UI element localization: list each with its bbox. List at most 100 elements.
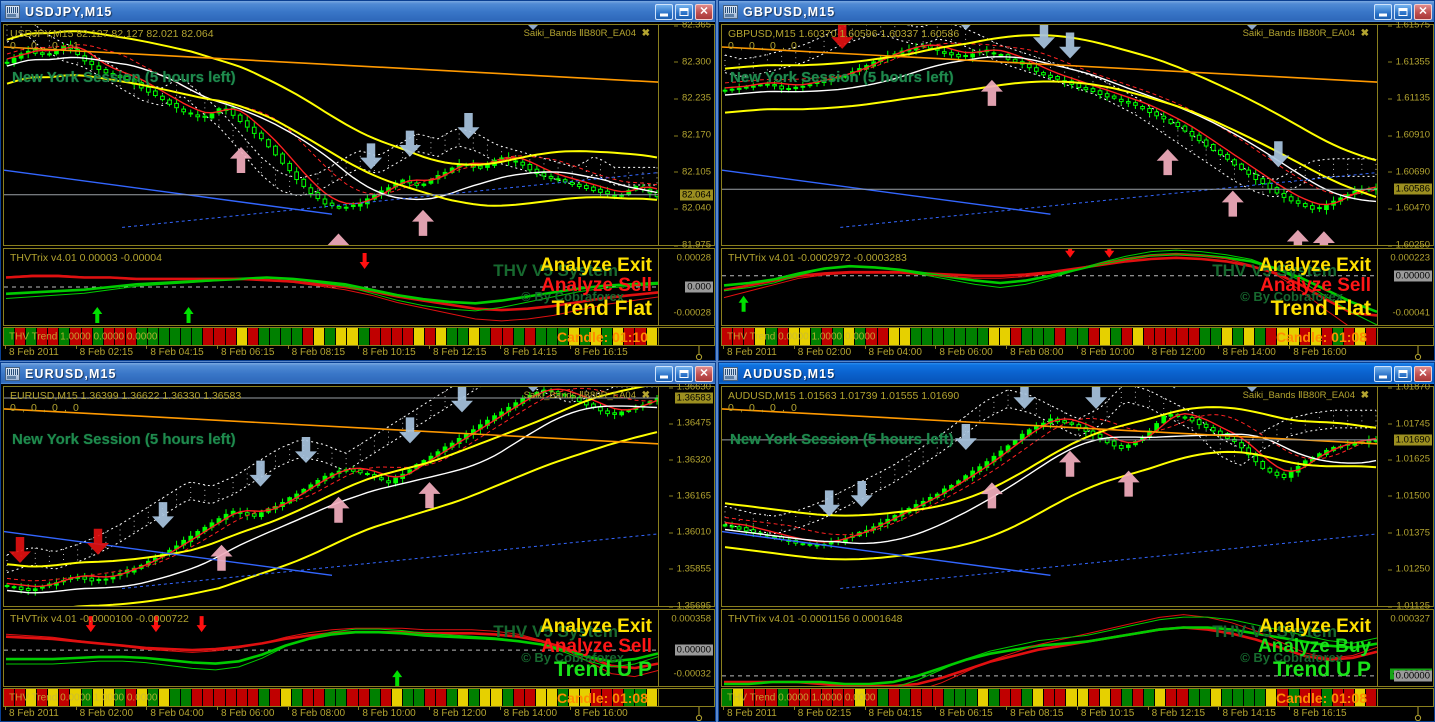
- ribbon-cell: [1021, 689, 1034, 706]
- minimize-button[interactable]: [655, 3, 673, 20]
- titlebar-audusd[interactable]: AUDUSD,M15 ✕: [718, 362, 1435, 384]
- ribbon-cell: [1010, 689, 1022, 706]
- maximize-button[interactable]: [675, 365, 693, 382]
- indicator-pane-usdjpy[interactable]: THVTrix v4.01 0.00003 -0.00004 THV V5 Sys…: [3, 248, 715, 326]
- price-scale-eurusd[interactable]: 1.36630 1.36475 1.36320 1.36165 1.36010 1.358…: [658, 384, 714, 612]
- price-pane-audusd[interactable]: AUDUSD,M15 1.01563 1.01739 1.01555 1.016…: [721, 384, 1434, 612]
- time-tick: [1147, 706, 1149, 710]
- ribbon-cell: [1299, 689, 1311, 706]
- ribbon-cell: [347, 328, 359, 345]
- titlebar-eurusd[interactable]: EURUSD,M15 ✕: [0, 362, 716, 384]
- ribbon-cell: [1199, 689, 1211, 706]
- ribbon-cell: [225, 689, 237, 706]
- indicator-tick-high: 0.000327: [1390, 613, 1430, 625]
- ribbon-cell: [535, 689, 547, 706]
- ribbon-cell: [821, 328, 834, 345]
- ribbon-cell: [1299, 328, 1311, 345]
- price-scale-gbpusd[interactable]: 1.61575 1.61355 1.61135 1.60910 1.60690 1.604…: [1377, 22, 1433, 251]
- thv-trend-ribbon-gbpusd[interactable]: THV Trend 0.0000 1.0000 0.0000 Candle: 01…: [721, 327, 1434, 346]
- ea-dropdown-icon-audusd[interactable]: [1247, 387, 1257, 392]
- ribbon-right-spacer: [1377, 328, 1433, 345]
- ea-dropdown-icon-usdjpy[interactable]: [528, 25, 538, 30]
- tick-dash: [668, 495, 673, 497]
- maximize-button[interactable]: [1394, 365, 1412, 382]
- titlebar-gbpusd[interactable]: GBPUSD,M15 ✕: [718, 0, 1435, 22]
- ohlc-sub-eurusd: 0 , 0 , 0 , 0: [10, 402, 81, 414]
- minimize-button[interactable]: [655, 365, 673, 382]
- ribbon-cell: [1010, 328, 1022, 345]
- ribbon-right-spacer: [657, 689, 714, 706]
- ribbon-cell: [1133, 689, 1145, 706]
- ribbon-cell: [447, 328, 459, 345]
- ribbon-cell: [1077, 328, 1089, 345]
- chart-scroll-handle-usdjpy[interactable]: [695, 346, 703, 360]
- ribbon-cell: [181, 328, 193, 345]
- titlebar-usdjpy[interactable]: USDJPY,M15 ✕: [0, 0, 716, 22]
- price-pane-usdjpy[interactable]: USDJPY,M15 82.127 82.127 82.021 82.064 0 …: [3, 22, 715, 251]
- indicator-pane-gbpusd[interactable]: THVTrix v4.01 -0.0002972 -0.0003283 THV V…: [721, 248, 1434, 326]
- price-pane-gbpusd[interactable]: GBPUSD,M15 1.60370 1.60596 1.60337 1.605…: [721, 22, 1434, 251]
- tick-dash: [668, 459, 673, 461]
- maximize-button[interactable]: [1394, 3, 1412, 20]
- ribbon-cell: [624, 328, 636, 345]
- indicator-scale-gbpusd[interactable]: 0.000223 -0.00041 0.00000: [1377, 249, 1433, 325]
- thv-trend-ribbon-usdjpy[interactable]: THV Trend 1.0000 0.0000 0.0000 Candle: 01…: [3, 327, 715, 346]
- ea-dropdown-icon-gbpusd[interactable]: [1247, 25, 1257, 30]
- price-tick: 1.36165: [668, 490, 711, 501]
- chart-body-audusd[interactable]: AUDUSD,M15 1.01563 1.01739 1.01555 1.016…: [718, 384, 1435, 722]
- indicator-plot-eurusd: [4, 610, 660, 686]
- time-axis-audusd[interactable]: 8 Feb 2011 8 Feb 02:15 8 Feb 04:15 8 Feb 06…: [721, 706, 1434, 721]
- signal-analyze-direction-eurusd: Analyze Sell: [541, 636, 652, 657]
- ribbon-cell: [844, 328, 856, 345]
- ea-close-icon-usdjpy[interactable]: ✖: [641, 28, 650, 39]
- time-axis-usdjpy[interactable]: 8 Feb 2011 8 Feb 02:15 8 Feb 04:15 8 Feb 06…: [3, 345, 715, 360]
- time-axis-gbpusd[interactable]: 8 Feb 2011 8 Feb 02:00 8 Feb 04:00 8 Feb 06…: [721, 345, 1434, 360]
- chart-body-eurusd[interactable]: EURUSD,M15 1.36399 1.36622 1.36330 1.365…: [0, 384, 716, 722]
- indicator-scale-audusd[interactable]: 0.000327-0.00005-0.000050.00000: [1377, 610, 1433, 686]
- chart-body-usdjpy[interactable]: USDJPY,M15 82.127 82.127 82.021 82.064 0 …: [0, 22, 716, 361]
- chart-body-gbpusd[interactable]: GBPUSD,M15 1.60370 1.60596 1.60337 1.605…: [718, 22, 1435, 361]
- ribbon-cell: [203, 689, 215, 706]
- ribbon-cell: [436, 328, 448, 345]
- signal-trend-usdjpy: Trend Flat: [551, 297, 652, 320]
- thv-trend-ribbon-audusd[interactable]: THV Trend 0.0000 1.0000 0.0000 Candle: 01…: [721, 688, 1434, 707]
- thv-trend-ribbon-eurusd[interactable]: THV Trend 0.0000 1.0000 0.0000 Candle: 01…: [3, 688, 715, 707]
- indicator-pane-audusd[interactable]: THVTrix v4.01 -0.0001156 0.0001648 THV V5…: [721, 609, 1434, 687]
- minimize-button[interactable]: [1374, 365, 1392, 382]
- ea-close-icon-audusd[interactable]: ✖: [1360, 390, 1369, 401]
- close-button[interactable]: ✕: [1414, 3, 1432, 20]
- indicator-plot-usdjpy: [4, 249, 660, 325]
- ribbon-cell: [1099, 328, 1111, 345]
- price-scale-audusd[interactable]: 1.01870 1.01745 1.01625 1.01500 1.01375 1.012…: [1377, 384, 1433, 612]
- chart-scroll-handle-audusd[interactable]: [1414, 707, 1422, 721]
- ribbon-cell: [933, 328, 945, 345]
- time-tick: [5, 345, 6, 349]
- indicator-scale-usdjpy[interactable]: 0.00028 -0.00028 0.000: [658, 249, 714, 325]
- indicator-pane-eurusd[interactable]: THVTrix v4.01 -0.0000100 -0.0000722 THV V…: [3, 609, 715, 687]
- ea-close-icon-eurusd[interactable]: ✖: [641, 390, 650, 401]
- close-button[interactable]: ✕: [1414, 365, 1432, 382]
- minimize-button[interactable]: [1374, 3, 1392, 20]
- maximize-button[interactable]: [675, 3, 693, 20]
- price-tick: 1.61575: [1387, 22, 1430, 31]
- time-label: 8 Feb 10:15: [358, 345, 416, 358]
- ea-dropdown-icon-eurusd[interactable]: [528, 387, 538, 392]
- time-tick: [429, 345, 430, 349]
- ea-close-icon-gbpusd[interactable]: ✖: [1360, 28, 1369, 39]
- ribbon-cell: [125, 328, 137, 345]
- price-pane-eurusd[interactable]: EURUSD,M15 1.36399 1.36622 1.36330 1.365…: [3, 384, 715, 612]
- indicator-scale-eurusd[interactable]: 0.000358 -0.00032 0.00000: [658, 610, 714, 686]
- time-label: 8 Feb 08:15: [1006, 706, 1063, 719]
- ribbon-cell: [1166, 689, 1178, 706]
- chart-scroll-handle-gbpusd[interactable]: [1414, 346, 1422, 360]
- close-button[interactable]: ✕: [695, 3, 713, 20]
- time-axis-eurusd[interactable]: 8 Feb 2011 8 Feb 02:00 8 Feb 04:00 8 Feb 06…: [3, 706, 715, 721]
- ribbon-cell: [4, 328, 16, 345]
- tick-dash: [673, 135, 678, 136]
- signal-arrow-down: [457, 112, 480, 139]
- close-button[interactable]: ✕: [695, 365, 713, 382]
- price-scale-usdjpy[interactable]: 82.365 82.300 82.235 82.170 82.105 82.040 81.9…: [658, 22, 714, 251]
- chart-scroll-handle-eurusd[interactable]: [695, 707, 703, 721]
- time-label: 8 Feb 12:00: [1147, 345, 1205, 358]
- ribbon-cell: [1033, 689, 1045, 706]
